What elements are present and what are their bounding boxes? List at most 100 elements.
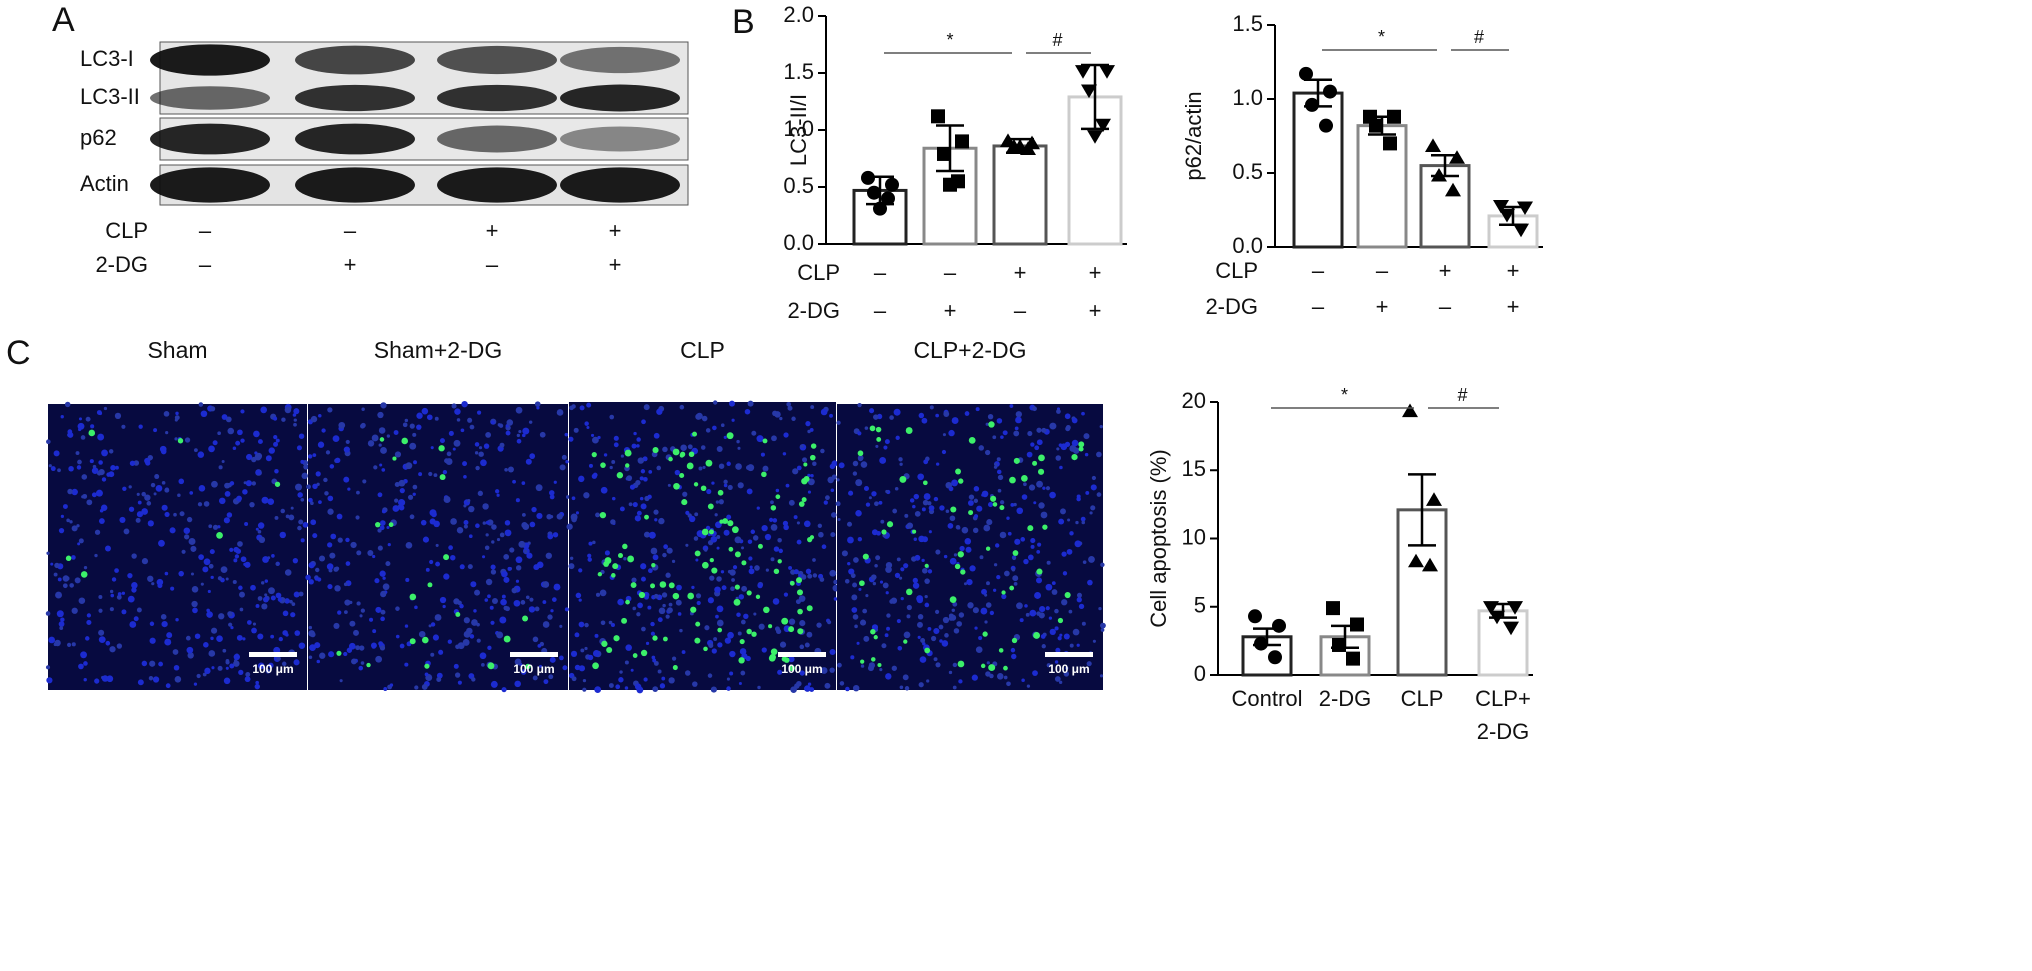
nucleus	[924, 602, 930, 608]
nucleus	[603, 453, 608, 457]
nucleus	[106, 675, 114, 683]
nucleus	[566, 523, 573, 530]
nucleus	[478, 451, 484, 457]
nucleus	[592, 650, 600, 657]
nucleus	[329, 464, 335, 469]
nucleus	[86, 499, 93, 506]
nucleus	[889, 599, 895, 604]
tunel-positive	[881, 529, 887, 535]
nucleus	[229, 547, 234, 552]
nucleus	[1010, 502, 1015, 507]
nucleus	[233, 653, 240, 661]
nucleus	[564, 607, 569, 612]
nucleus	[273, 416, 278, 421]
nucleus	[531, 506, 537, 513]
nucleus	[228, 622, 233, 627]
nucleus	[939, 639, 943, 643]
nucleus	[682, 491, 688, 497]
nucleus	[894, 572, 901, 579]
nucleus	[501, 594, 506, 599]
nucleus	[487, 594, 491, 599]
nucleus	[71, 488, 78, 496]
significance-label: #	[1457, 385, 1467, 405]
nucleus	[374, 578, 380, 584]
nucleus	[489, 605, 494, 610]
nucleus	[399, 643, 405, 649]
nucleus	[1099, 425, 1103, 429]
nucleus	[981, 493, 985, 497]
nucleus	[186, 646, 194, 654]
data-point	[881, 191, 895, 206]
bar	[992, 144, 1048, 246]
nucleus	[491, 597, 498, 604]
nucleus	[327, 542, 333, 548]
nucleus	[477, 490, 483, 496]
nucleus	[454, 408, 461, 415]
nucleus	[141, 508, 148, 515]
nucleus	[933, 627, 940, 635]
nucleus	[735, 463, 742, 470]
nucleus	[917, 614, 924, 620]
tunel-positive	[875, 426, 882, 433]
nucleus	[277, 597, 283, 602]
nucleus	[257, 596, 263, 601]
tunel-positive	[650, 583, 656, 589]
nucleus	[705, 525, 711, 531]
nucleus	[1015, 416, 1022, 424]
tunel-positive	[630, 582, 637, 589]
nucleus	[639, 496, 644, 501]
nucleus	[892, 508, 898, 514]
nucleus	[395, 606, 400, 611]
nucleus	[651, 655, 656, 660]
nucleus	[1058, 518, 1065, 525]
tunel-positive	[1038, 454, 1045, 462]
nucleus	[918, 412, 925, 419]
nucleus	[864, 426, 869, 430]
nucleus	[716, 605, 724, 613]
nucleus	[295, 483, 303, 491]
data-point	[1075, 65, 1091, 79]
nucleus	[448, 430, 454, 436]
nucleus	[275, 438, 280, 443]
y-tick-label: 0	[1194, 661, 1206, 686]
nucleus	[389, 683, 394, 687]
nucleus	[591, 436, 599, 444]
nucleus	[382, 576, 386, 580]
nucleus	[1011, 567, 1016, 572]
nucleus	[798, 595, 806, 602]
nucleus	[141, 558, 149, 565]
nucleus	[860, 664, 865, 668]
nucleus	[775, 488, 780, 493]
data-point	[1326, 601, 1340, 616]
nucleus	[1092, 639, 1096, 643]
nucleus	[297, 492, 303, 498]
nucleus	[1076, 643, 1080, 647]
y-tick-label: 5	[1194, 593, 1206, 618]
nucleus	[138, 424, 143, 429]
nucleus	[810, 405, 815, 410]
significance-label: #	[1052, 30, 1062, 50]
nucleus	[632, 501, 638, 508]
blot-band	[150, 123, 270, 155]
nucleus	[1023, 558, 1029, 565]
nucleus	[804, 642, 810, 648]
nucleus	[611, 496, 616, 501]
nucleus	[897, 645, 903, 651]
nucleus	[98, 629, 105, 636]
nucleus	[668, 677, 675, 684]
tunel-positive	[1032, 460, 1038, 466]
nucleus	[275, 592, 282, 599]
nucleus	[720, 570, 725, 574]
tunel-positive	[739, 638, 745, 645]
nucleus	[129, 621, 137, 628]
nucleus	[619, 506, 625, 512]
nucleus	[968, 494, 975, 500]
tunel-positive	[968, 510, 974, 516]
nucleus	[684, 670, 691, 676]
nucleus	[692, 681, 698, 687]
tunel-positive	[869, 425, 876, 432]
nucleus	[398, 504, 405, 511]
nucleus	[1085, 490, 1090, 495]
nucleus	[810, 473, 814, 478]
nucleus	[275, 562, 280, 566]
